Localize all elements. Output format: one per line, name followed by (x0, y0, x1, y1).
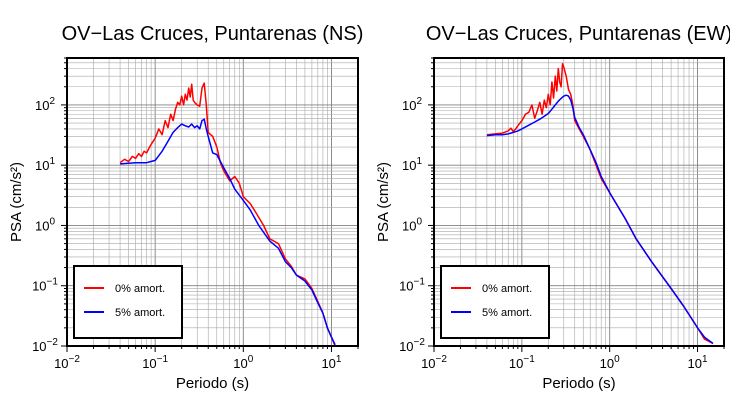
y-tick-label: 102 (35, 96, 55, 113)
x-tick-label: 10−2 (421, 354, 447, 371)
series-line-blue (120, 118, 336, 346)
chart-title: OV−Las Cruces, Puntarenas (EW) (426, 23, 730, 45)
legend-label: 5% amort. (115, 307, 165, 319)
legend: 0% amort. 5% amort. (440, 265, 550, 339)
y-tick-label: 102 (402, 96, 422, 113)
y-axis-label: PSA (cm/s²) (8, 162, 25, 242)
legend-box (73, 265, 183, 339)
x-axis-label: Periodo (s) (176, 375, 249, 392)
y-tick-label: 101 (35, 156, 55, 173)
series-line-red (119, 82, 336, 347)
x-tick-label: 10−1 (509, 354, 535, 371)
chart-panel-1: OV−Las Cruces, Puntarenas (NS)10−2 10−1 10… (8, 23, 363, 392)
plot-frame (433, 57, 725, 347)
x-tick-label: 101 (688, 354, 708, 371)
legend-label: 5% amort. (482, 307, 532, 319)
x-axis-label: Periodo (s) (542, 375, 615, 392)
y-tick-label: 10−2 (399, 337, 425, 354)
y-tick-label: 10−2 (32, 337, 58, 354)
x-tick-label: 100 (600, 354, 620, 371)
legend: 0% amort. 5% amort. (73, 265, 183, 339)
y-tick-label: 10−1 (32, 277, 58, 294)
x-axis: 10−2 10−1 100 101 (54, 346, 359, 371)
grid (67, 58, 358, 346)
legend-label: 0% amort. (482, 283, 532, 295)
x-axis: 10−2 10−1 100 101 (421, 346, 725, 371)
chart-panel-2: OV−Las Cruces, Puntarenas (EW)10−2 10−1 10… (375, 23, 730, 392)
y-axis: 10−2 10−1 100 101 102 (32, 57, 67, 354)
y-axis: 10−2 10−1 100 101 102 (399, 57, 434, 354)
plot-frame (66, 57, 359, 347)
chart-title: OV−Las Cruces, Puntarenas (NS) (62, 23, 364, 45)
x-tick-label: 10−1 (142, 354, 168, 371)
legend-label: 0% amort. (115, 283, 165, 295)
x-tick-label: 100 (233, 354, 253, 371)
y-tick-label: 100 (402, 216, 422, 233)
x-tick-label: 10−2 (54, 354, 80, 371)
y-tick-label: 100 (35, 216, 55, 233)
y-tick-label: 10−1 (399, 277, 425, 294)
y-tick-label: 101 (402, 156, 422, 173)
x-tick-label: 101 (321, 354, 341, 371)
legend-box (440, 265, 550, 339)
y-axis-label: PSA (cm/s²) (375, 162, 392, 242)
series-line-blue (486, 94, 714, 345)
